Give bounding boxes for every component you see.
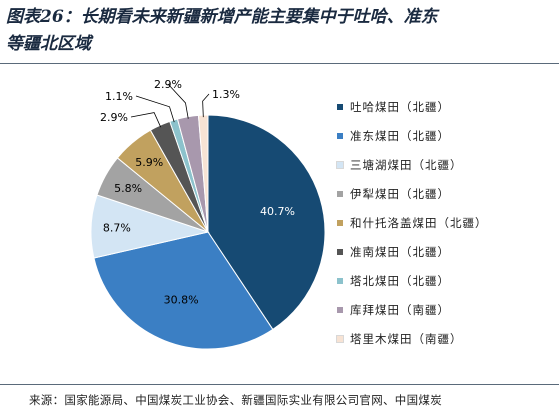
pie-slices [90, 114, 326, 350]
slice-9-label: 1.3% [212, 88, 240, 101]
slice-9-leader-line [202, 93, 210, 118]
legend-item-4: 伊犁煤田（北疆） [337, 179, 552, 208]
legend-item-2: 准东煤田（北疆） [337, 121, 552, 150]
legend-swatch [336, 160, 344, 169]
legend-label: 塔北煤田（北疆） [350, 273, 450, 288]
legend-item-7: 塔北煤田（北疆） [337, 266, 552, 295]
chart-legend: 吐哈煤田（北疆） 准东煤田（北疆） 三塘湖煤田（北疆） 伊犁煤田（北疆） 和什托洛盖煤田… [336, 92, 552, 353]
legend-item-8: 库拜煤田（南疆） [337, 295, 552, 324]
slice-3-label: 8.7% [103, 222, 131, 235]
legend-item-1: 吐哈煤田（北疆） [337, 92, 552, 121]
legend-swatch [336, 334, 344, 343]
slice-8-label: 2.9% [154, 78, 182, 91]
chart-title-line-2: 等疆北区域 [6, 34, 91, 54]
slice-2 [93, 231, 274, 350]
legend-label: 伊犁煤田（北疆） [350, 186, 450, 201]
legend-label: 塔里木煤田（南疆） [350, 331, 463, 346]
slice-7-leader-line [135, 95, 175, 123]
legend-label: 准东煤田（北疆） [350, 128, 450, 143]
legend-item-3: 三塘湖煤田（北疆） [336, 150, 552, 179]
slice-4-label: 5.8% [114, 182, 142, 195]
legend-swatch [337, 306, 343, 313]
pie-labels: 40.7% 30.8% 8.7% 5.8% 5.9% 2.9% 1.1% 2.9% 1.3% [100, 78, 295, 306]
legend-swatch [337, 132, 343, 139]
source-note: 来源：国家能源局、中国煤炭工业协会、新疆国际实业有限公司官网、中国煤炭 [29, 393, 442, 407]
legend-swatch [337, 277, 343, 284]
legend-item-9: 塔里木煤田（南疆） [336, 324, 552, 353]
chart-title: 图表26：长期看未来新疆新增产能主要集中于吐哈、准东 等疆北区域 [6, 4, 554, 58]
slice-6-label: 2.9% [100, 111, 128, 124]
legend-label: 和什托洛盖煤田（北疆） [350, 215, 488, 230]
legend-label: 三塘湖煤田（北疆） [350, 157, 463, 172]
slice-8-leader-line [167, 83, 189, 119]
chart-title-line-1: 图表26：长期看未来新疆新增产能主要集中于吐哈、准东 [6, 7, 438, 27]
legend-label: 库拜煤田（南疆） [350, 302, 450, 317]
slice-2-label: 30.8% [164, 293, 199, 306]
legend-swatch [337, 248, 343, 255]
slice-7-label: 1.1% [105, 90, 133, 103]
legend-swatch [337, 103, 343, 110]
legend-item-6: 准南煤田（北疆） [337, 237, 552, 266]
title-divider [0, 63, 559, 64]
legend-item-5: 和什托洛盖煤田（北疆） [337, 208, 552, 237]
legend-label: 吐哈煤田（北疆） [350, 99, 450, 114]
source-divider [0, 384, 559, 385]
legend-swatch [337, 219, 343, 226]
slice-6-leader-line [130, 112, 162, 128]
legend-swatch [337, 190, 343, 197]
legend-label: 准南煤田（北疆） [350, 244, 450, 259]
slice-5-label: 5.9% [135, 156, 163, 169]
pie-chart: 40.7% 30.8% 8.7% 5.8% 5.9% 2.9% 1.1% 2.9% 1.3% [90, 78, 326, 350]
slice-1-label: 40.7% [260, 205, 295, 218]
